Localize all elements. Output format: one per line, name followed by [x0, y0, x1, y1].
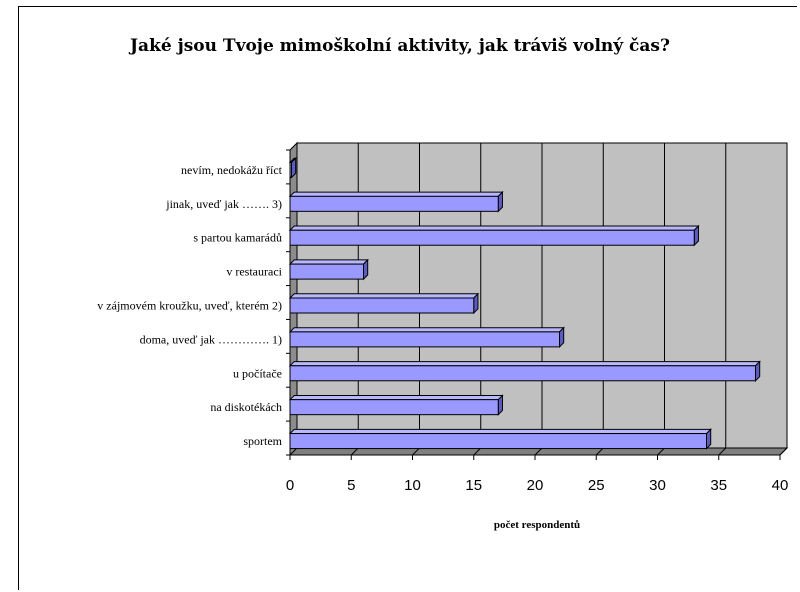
gridline-floor [350, 447, 359, 456]
x-tick-label: 15 [465, 477, 482, 494]
category-label: s partou kamarádů [193, 231, 282, 245]
bar-top [288, 394, 504, 401]
bar-side [497, 394, 503, 416]
category-label: na diskotékách [210, 400, 282, 414]
category-label: v restauraci [226, 265, 282, 279]
gridline-floor [534, 447, 543, 456]
bar-front [289, 263, 364, 280]
x-tick-label: 30 [649, 477, 666, 494]
bar-top [288, 327, 565, 333]
bar-side [291, 157, 297, 179]
gridline-floor [657, 447, 665, 456]
x-tick-label: 25 [588, 477, 605, 494]
bar [288, 292, 480, 315]
x-tick-label: 10 [404, 477, 421, 494]
bar-side [706, 428, 712, 450]
bar-top [288, 361, 761, 367]
category-label: sportem [243, 434, 282, 448]
gridline-floor [779, 447, 788, 456]
gridline-floor [473, 447, 482, 456]
bar-side [755, 360, 761, 382]
x-tick-label: 5 [347, 477, 355, 494]
x-axis-title: počet respondentů [494, 519, 580, 531]
category-label: doma, uveď jak …………. 1) [140, 332, 282, 346]
bar-side [363, 258, 369, 281]
x-tick-label: 40 [772, 477, 789, 494]
bar-front [289, 433, 707, 450]
bar [288, 428, 712, 450]
x-tick-label: 35 [710, 477, 727, 494]
gridline-floor [718, 447, 727, 456]
bar [288, 258, 369, 281]
bar-top [288, 225, 700, 231]
bar-front [289, 365, 756, 382]
x-tick-label: 0 [286, 477, 294, 494]
bar-front [289, 331, 560, 348]
bar-front [289, 195, 499, 212]
bar-side [693, 224, 699, 247]
category-label: nevím, nedokážu říct [181, 163, 283, 177]
chart-title: Jaké jsou Tvoje mimoškolní aktivity, jak… [130, 36, 670, 56]
chart-frame [18, 6, 797, 590]
bar-front [289, 297, 475, 314]
gridline-floor [595, 447, 604, 456]
bar-top [288, 191, 504, 197]
bar-side [473, 292, 479, 315]
bar-top [288, 293, 480, 299]
bar-top [288, 259, 369, 265]
gridline-floor [412, 447, 420, 456]
bar [288, 326, 565, 349]
bar [288, 394, 504, 416]
bar [288, 224, 700, 247]
bar [288, 360, 761, 382]
bar-top [288, 428, 712, 435]
bar-front [289, 229, 695, 246]
category-label: jinak, uveď jak ……. 3) [165, 197, 282, 211]
bar-side [559, 326, 565, 349]
bar [288, 157, 297, 179]
bar [288, 190, 504, 213]
bar-front [289, 399, 499, 416]
category-label: u počítače [233, 366, 282, 380]
x-tick-label: 20 [527, 477, 544, 494]
bar-side [497, 190, 503, 213]
category-label: v zájmovém kroužku, uveď, kterém 2) [97, 299, 282, 313]
